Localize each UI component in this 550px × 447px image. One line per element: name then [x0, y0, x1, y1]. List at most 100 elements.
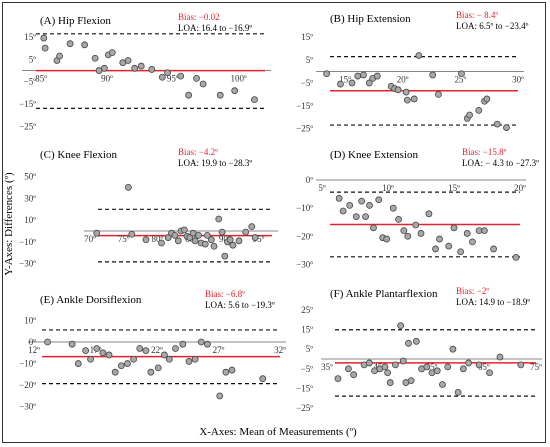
- data-point: [466, 111, 473, 119]
- data-point: [180, 226, 188, 234]
- x-tick-label: 22º: [151, 345, 163, 355]
- y-tick-label: 15º: [301, 325, 313, 335]
- data-point: [142, 347, 150, 355]
- data-point: [105, 351, 113, 359]
- data-point: [348, 79, 356, 87]
- data-point: [415, 52, 423, 59]
- data-point: [124, 360, 131, 367]
- data-point: [136, 345, 144, 352]
- data-point: [463, 230, 471, 237]
- data-point: [207, 236, 215, 244]
- data-point: [87, 355, 94, 363]
- y-tick-label: −20º: [19, 380, 36, 390]
- data-point: [346, 201, 354, 209]
- data-point: [171, 231, 179, 239]
- data-point: [397, 322, 405, 330]
- loa-label: LOA: 6.5º to −23.4º: [456, 21, 529, 31]
- data-point: [226, 236, 234, 244]
- data-point: [147, 368, 155, 376]
- bias-label: Bias: −2º: [456, 286, 489, 296]
- y-tick-label: −5º: [301, 364, 314, 374]
- data-point: [334, 375, 342, 383]
- y-tick-label: −30º: [19, 259, 36, 269]
- data-point: [204, 340, 211, 348]
- y-tick-label: −15º: [296, 383, 313, 393]
- data-point: [44, 338, 51, 346]
- loa-label: LOA: 16.4 to −16.9º: [178, 23, 252, 33]
- data-point: [392, 361, 399, 369]
- y-tick-label: 30º: [24, 193, 36, 203]
- data-point: [354, 72, 362, 80]
- y-tick-label: −30º: [19, 402, 36, 412]
- loa-label: LOA: − 4.3 to −27.3º: [462, 158, 539, 168]
- data-point: [148, 66, 156, 73]
- panel-title: (F) Ankle Plantarflexion: [330, 288, 438, 300]
- y-tick-label: −10º: [296, 203, 313, 213]
- data-point: [358, 197, 366, 205]
- data-point: [174, 237, 182, 245]
- data-point: [100, 64, 108, 72]
- bias-label: Bias: − 8.4º: [456, 10, 498, 20]
- y-tick-label: −25º: [19, 122, 36, 132]
- data-point: [210, 242, 218, 250]
- data-point: [74, 360, 82, 367]
- y-tick-label: −5º: [301, 78, 314, 88]
- data-point: [82, 347, 90, 355]
- y-tick-label: −25º: [296, 124, 313, 134]
- data-point: [412, 221, 420, 229]
- data-point: [395, 216, 402, 223]
- data-point: [480, 227, 488, 235]
- data-point: [179, 340, 187, 348]
- panel-2: 15º 5º −5º −15º −25º 15º 20º 25º 30º (B) Hip Exte…: [296, 10, 528, 134]
- data-point: [165, 355, 173, 363]
- data-point: [429, 71, 437, 79]
- x-tick-label: 75º: [530, 362, 542, 372]
- data-point: [445, 242, 453, 250]
- data-point: [366, 201, 373, 209]
- data-point: [164, 69, 171, 77]
- y-tick-label: −10º: [19, 237, 36, 247]
- data-point: [172, 345, 179, 352]
- data-point: [399, 357, 407, 365]
- y-tick-label: 5º: [29, 54, 37, 64]
- data-point: [404, 232, 412, 240]
- y-tick-label: −25º: [296, 403, 313, 413]
- y-tick-label: −5º: [24, 77, 37, 87]
- x-tick-label: 27º: [213, 345, 225, 355]
- data-point: [128, 230, 136, 238]
- x-tick-label: 55º: [426, 362, 438, 372]
- data-point: [457, 248, 465, 256]
- data-point: [231, 87, 239, 95]
- y-tick-label: 0º: [29, 337, 37, 347]
- x-tick-label: 80º: [152, 234, 164, 244]
- data-point: [335, 194, 343, 202]
- data-point: [412, 337, 420, 345]
- data-point: [131, 64, 139, 72]
- data-point: [394, 86, 402, 94]
- data-point: [201, 240, 209, 248]
- data-point: [108, 49, 116, 57]
- data-point: [56, 52, 63, 60]
- data-point: [386, 379, 394, 386]
- data-point: [459, 365, 467, 373]
- x-tick-label: 20º: [397, 74, 409, 84]
- x-tick-label: 35º: [321, 362, 333, 372]
- data-point: [512, 253, 520, 261]
- x-tick-label: 75º: [118, 234, 130, 244]
- data-point: [493, 120, 501, 128]
- data-point: [465, 359, 472, 367]
- data-point: [449, 345, 457, 353]
- data-point: [251, 234, 259, 241]
- data-point: [435, 90, 442, 98]
- data-point: [503, 124, 510, 131]
- data-point: [490, 245, 498, 253]
- x-tick-label: 90º: [101, 74, 113, 84]
- data-point: [381, 363, 389, 371]
- data-point: [389, 204, 397, 212]
- data-point: [68, 340, 76, 348]
- data-point: [259, 375, 267, 383]
- y-tick-label: 10º: [24, 315, 36, 325]
- data-point: [517, 361, 525, 369]
